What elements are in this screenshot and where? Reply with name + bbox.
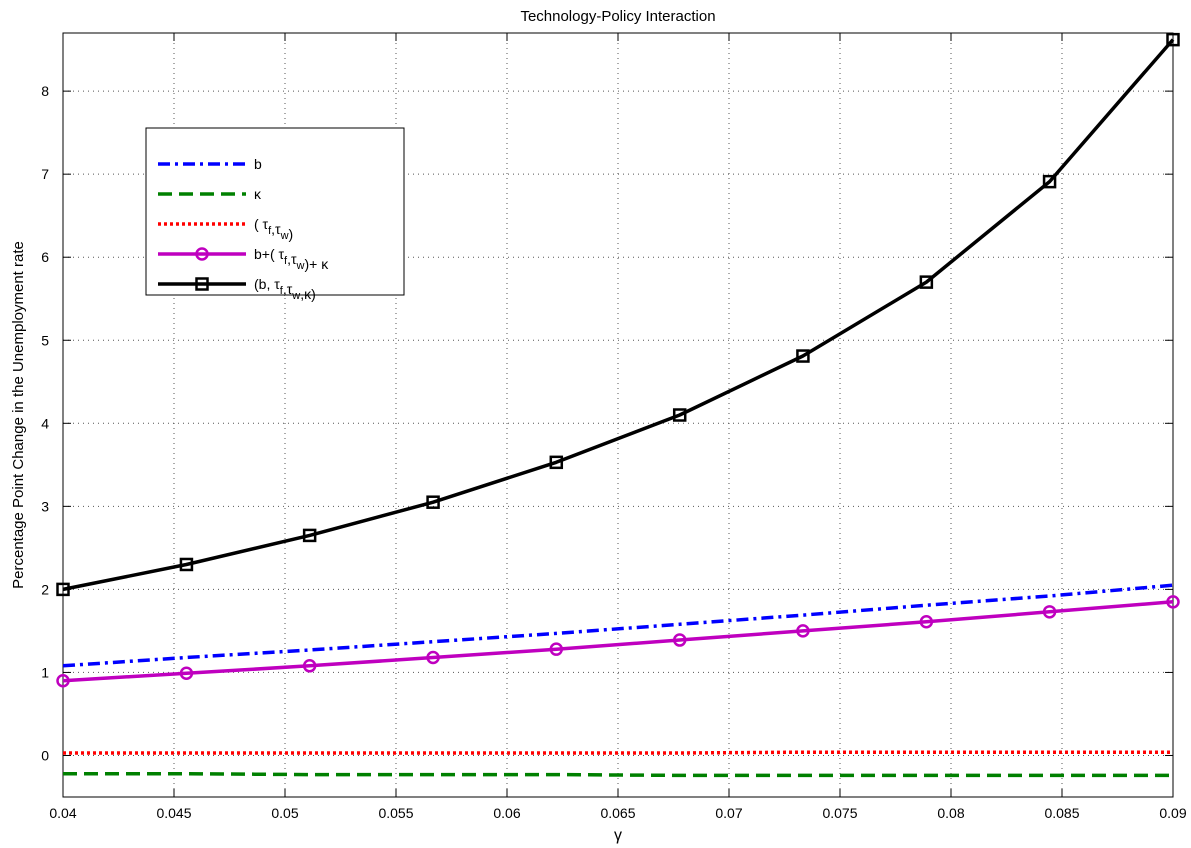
x-tick-label: 0.09 xyxy=(1159,805,1186,821)
data-point xyxy=(1166,595,1180,609)
data-point xyxy=(426,495,440,509)
series-2 xyxy=(63,771,1173,778)
data-point xyxy=(302,659,317,673)
x-tick-label: 0.04 xyxy=(49,805,76,821)
series-4 xyxy=(56,595,1180,688)
series-line xyxy=(62,38,1175,592)
series-1 xyxy=(62,583,1174,668)
legend-item: ( τf,τw) xyxy=(158,216,293,242)
x-tick-label: 0.045 xyxy=(156,805,191,821)
series-line xyxy=(62,583,1174,668)
legend-marker xyxy=(195,247,209,261)
y-tick-label: 4 xyxy=(41,415,49,431)
series-line xyxy=(63,771,1173,778)
axis-ticks xyxy=(62,33,1174,797)
y-tick-label: 6 xyxy=(41,249,49,265)
x-tick-labels: 0.04 0.045 0.05 0.055 0.06 0.065 0.07 0.075 0.08… xyxy=(49,805,1186,821)
y-tick-label: 7 xyxy=(41,166,49,182)
y-tick-labels: 0 1 2 3 4 5 6 7 8 xyxy=(41,83,49,763)
data-point xyxy=(919,275,934,289)
legend-label: ( τf,τw) xyxy=(254,216,293,242)
legend-item: (b, τf,τw,κ) xyxy=(158,276,316,302)
x-axis-label: γ xyxy=(614,827,622,844)
legend-item: b+( τf,τw)+ κ xyxy=(158,246,329,272)
series-3 xyxy=(63,750,1173,755)
data-point xyxy=(672,633,687,647)
y-tick-label: 2 xyxy=(41,581,49,597)
chart-title: Technology-Policy Interaction xyxy=(520,8,715,25)
data-point xyxy=(179,666,194,681)
x-tick-label: 0.06 xyxy=(493,805,520,821)
data-point xyxy=(426,650,440,665)
data-point xyxy=(549,642,564,656)
data-point xyxy=(919,615,934,629)
data-point xyxy=(796,349,810,363)
series-lines xyxy=(56,32,1180,778)
y-axis-label: Percentage Point Change in the Unemploym… xyxy=(10,241,27,589)
legend: bκ ( τf,τw) b+( τf,τw)+ κ (b, τf,τw,κ) xyxy=(145,127,405,302)
data-point xyxy=(302,528,317,543)
y-tick-label: 5 xyxy=(41,332,49,348)
data-point xyxy=(672,408,687,422)
data-point xyxy=(179,557,194,572)
x-tick-label: 0.05 xyxy=(271,805,298,821)
y-tick-label: 8 xyxy=(41,83,49,99)
x-tick-label: 0.075 xyxy=(822,805,857,821)
y-tick-label: 1 xyxy=(41,664,49,680)
legend-box xyxy=(145,127,405,296)
data-point xyxy=(1042,605,1057,619)
data-point xyxy=(56,673,70,688)
series-line xyxy=(63,750,1173,755)
x-tick-label: 0.07 xyxy=(715,805,742,821)
data-point xyxy=(1166,32,1180,47)
legend-item: b xyxy=(158,156,262,172)
legend-marker xyxy=(195,277,209,291)
data-point xyxy=(796,624,810,638)
x-tick-label: 0.065 xyxy=(600,805,635,821)
x-tick-label: 0.08 xyxy=(937,805,964,821)
data-point xyxy=(1042,174,1057,189)
legend-label: b xyxy=(254,156,262,172)
series-line xyxy=(62,600,1174,683)
y-tick-label: 0 xyxy=(41,747,49,763)
y-tick-label: 3 xyxy=(41,498,49,514)
plot-area-frame xyxy=(62,32,1174,798)
x-tick-label: 0.055 xyxy=(378,805,413,821)
legend-item: κ xyxy=(158,186,262,202)
series-5 xyxy=(56,32,1180,597)
legend-label: κ xyxy=(254,186,262,202)
legend-label: (b, τf,τw,κ) xyxy=(254,276,316,302)
legend-label: b+( τf,τw)+ κ xyxy=(254,246,329,272)
data-point xyxy=(549,455,564,470)
x-tick-label: 0.085 xyxy=(1044,805,1079,821)
data-point xyxy=(56,582,70,597)
